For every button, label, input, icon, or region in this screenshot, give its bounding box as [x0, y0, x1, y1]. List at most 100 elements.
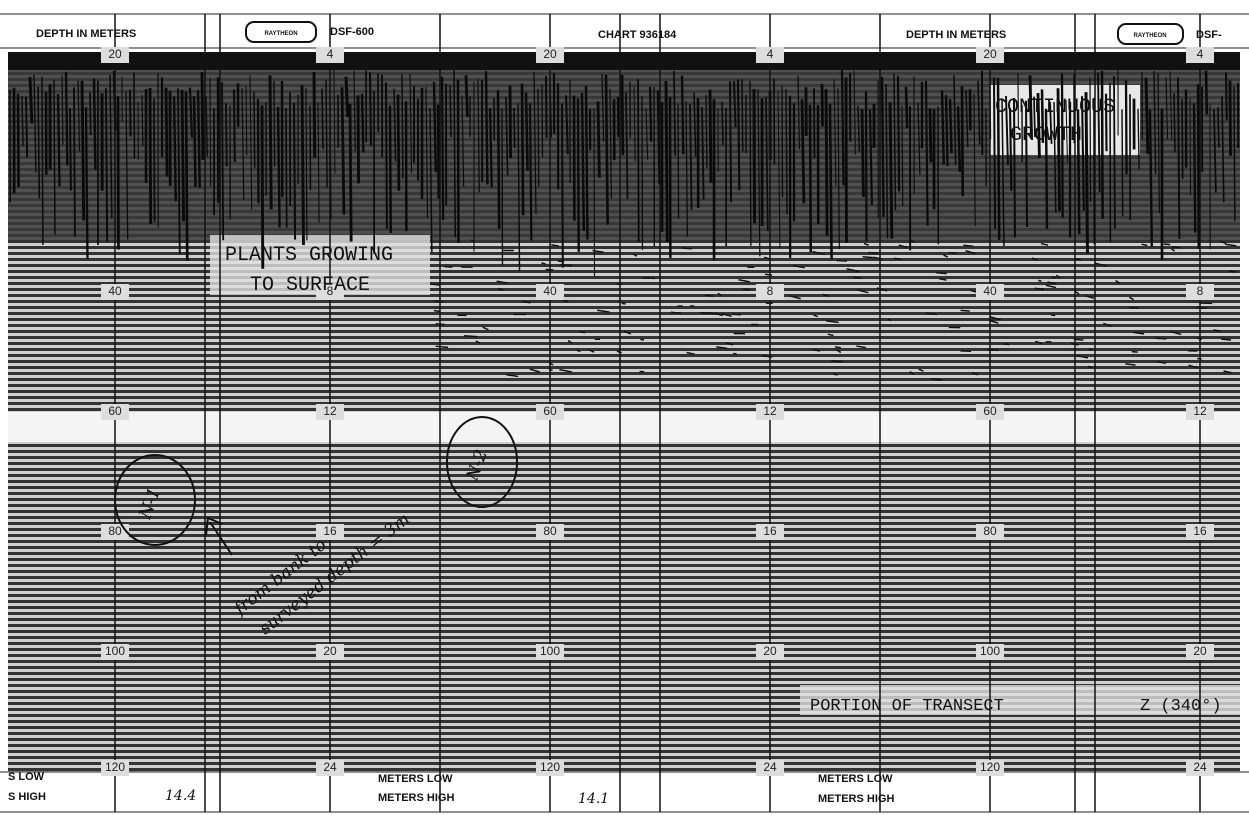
echo-spike	[402, 74, 403, 179]
echo-speck	[733, 353, 737, 354]
echo-spike	[286, 108, 287, 227]
echo-speck	[732, 314, 741, 315]
echo-spike	[826, 89, 827, 236]
footer-label: METERS LOW	[378, 773, 453, 785]
scale-label: 24	[323, 760, 337, 774]
echo-speck	[705, 295, 714, 296]
echo-spike	[950, 99, 952, 153]
echo-spike	[586, 86, 587, 240]
scale-label: 16	[323, 524, 337, 538]
scale-label: 20	[543, 47, 557, 61]
scale-label: 4	[327, 47, 334, 61]
echo-speck	[836, 260, 847, 261]
echo-spike	[522, 84, 523, 215]
scale-label: 60	[108, 404, 122, 418]
echo-spike	[58, 94, 60, 186]
echo-speck	[987, 349, 999, 350]
echo-spike	[94, 79, 95, 170]
footer-reading: 14.1	[578, 791, 609, 807]
white-band	[8, 412, 1240, 442]
echo-spike	[650, 87, 651, 142]
echo-spike	[30, 77, 32, 124]
scale-label: 20	[983, 47, 997, 61]
echo-spike	[890, 102, 892, 238]
top-band	[8, 52, 1240, 70]
scale-label: 4	[1197, 47, 1204, 61]
scale-label: 12	[763, 404, 777, 418]
echo-spike	[622, 75, 623, 155]
scale-label: 24	[1193, 760, 1207, 774]
echo-spike	[54, 80, 55, 235]
echo-spike	[562, 104, 563, 268]
echo-speck	[949, 253, 957, 254]
echo-speck	[833, 374, 838, 375]
echo-spike	[1010, 108, 1011, 191]
echo-spike	[666, 81, 667, 242]
echo-spike	[498, 90, 499, 229]
echo-spike	[362, 94, 363, 153]
echo-speck	[961, 310, 970, 311]
echo-speck	[894, 258, 901, 259]
footer-reading: 14.4	[165, 788, 196, 804]
stamp-text: GROWTH	[1010, 124, 1082, 147]
scale-label: 40	[543, 284, 557, 298]
echo-spike	[442, 77, 443, 220]
echo-spike	[754, 89, 755, 223]
echo-spike	[234, 89, 235, 162]
echo-spike	[154, 99, 155, 222]
echo-speck	[1172, 247, 1181, 248]
echo-spike	[350, 104, 351, 242]
scale-label: 60	[543, 404, 557, 418]
scale-label: 8	[1197, 284, 1204, 298]
echo-spike	[22, 96, 23, 146]
echo-speck	[1164, 244, 1170, 245]
echo-spike	[1194, 103, 1195, 232]
scale-label: 100	[540, 644, 560, 658]
scale-label: 60	[983, 404, 997, 418]
scale-label: 120	[540, 760, 560, 774]
echo-spike	[598, 101, 599, 177]
echo-spike	[738, 80, 739, 191]
echo-speck	[1038, 280, 1041, 281]
stamp-text: PLANTS GROWING	[225, 244, 393, 267]
echo-spike	[546, 76, 547, 138]
echo-spike	[742, 79, 743, 151]
scale-label: 20	[763, 644, 777, 658]
echo-speck	[434, 311, 440, 312]
echo-spike	[842, 70, 844, 185]
echo-spike	[386, 82, 387, 228]
echo-spike	[866, 91, 867, 241]
stamp-text: PORTION OF TRANSECT	[810, 697, 1004, 716]
scale-label: 100	[105, 644, 125, 658]
echo-spike	[342, 87, 344, 214]
echo-speck	[682, 248, 692, 249]
header-chart: CHART 936184	[598, 29, 677, 41]
echo-speck	[1004, 344, 1010, 345]
scale-label: 100	[980, 644, 1000, 658]
echo-spike	[1218, 107, 1219, 147]
echo-spike	[898, 76, 899, 192]
scale-label: 120	[105, 760, 125, 774]
echo-spike	[1198, 84, 1199, 248]
echo-speck	[558, 261, 564, 262]
echo-spike	[254, 91, 255, 167]
echo-spike	[706, 95, 707, 168]
echo-spike	[322, 89, 323, 149]
echo-spike	[882, 77, 884, 217]
echo-spike	[370, 72, 371, 145]
echo-spike	[294, 103, 295, 240]
echo-speck	[853, 277, 861, 278]
echo-speck	[444, 266, 452, 267]
echo-spike	[906, 87, 907, 129]
echo-spike	[822, 84, 823, 126]
echo-spike	[674, 71, 675, 156]
echo-spike	[450, 85, 451, 137]
scale-label: 40	[108, 284, 122, 298]
echo-spike	[930, 108, 931, 162]
echo-spike	[902, 106, 903, 206]
echo-spike	[722, 102, 723, 145]
echo-speck	[835, 347, 841, 348]
stamp-text: TO SURFACE	[250, 274, 370, 297]
logo: RAYTHEON	[264, 31, 297, 37]
scale-label: 80	[108, 524, 122, 538]
